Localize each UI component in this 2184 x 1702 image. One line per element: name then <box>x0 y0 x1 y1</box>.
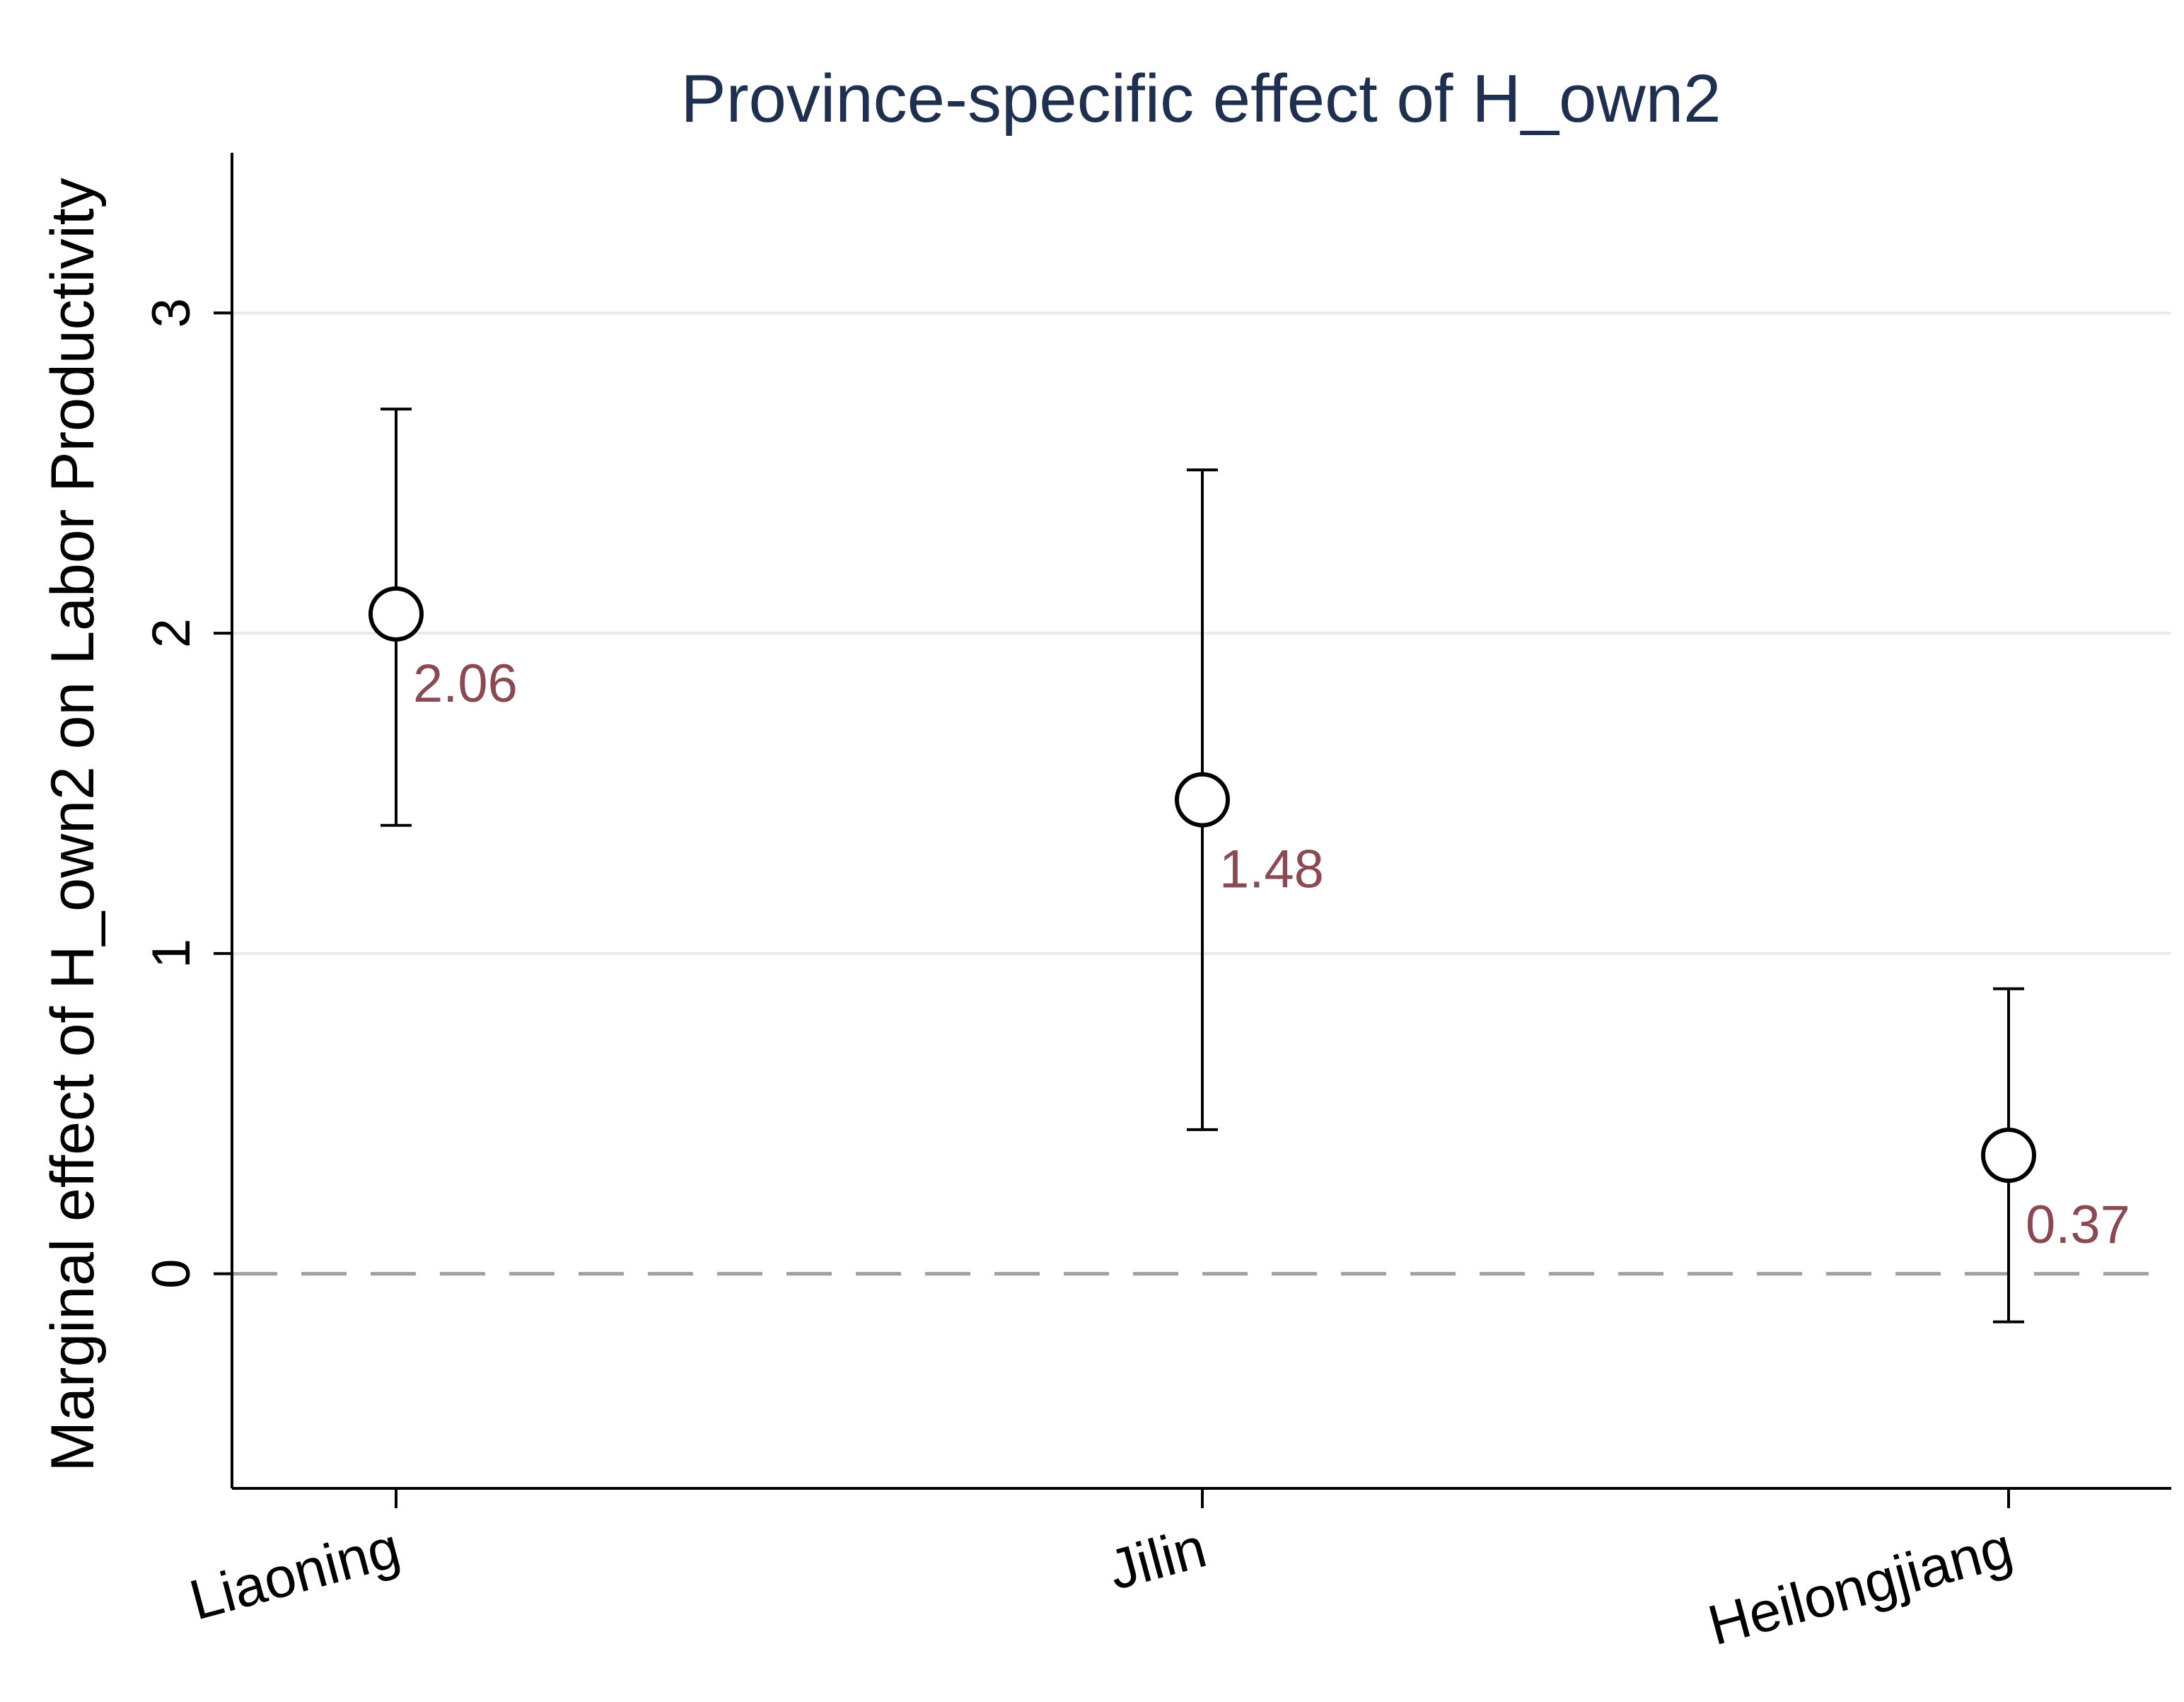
x-tick-label-jilin: Jilin <box>1102 1515 1212 1602</box>
point-layer <box>368 586 2036 1183</box>
y-tick-layer: 0 1 2 3 <box>141 298 232 1289</box>
y-tick-label: 3 <box>141 298 202 328</box>
x-tick-label-liaoning: Liaoning <box>183 1515 406 1631</box>
y-tick-label: 2 <box>141 618 202 648</box>
value-label-heilongjiang: 0.37 <box>2026 1195 2130 1255</box>
y-tick-label: 1 <box>141 939 202 968</box>
value-label-jilin: 1.48 <box>1219 840 1324 900</box>
x-tick-label-heilongjiang: Heilongjiang <box>1702 1515 2019 1657</box>
chart-title: Province-specific effect of H_own2 <box>681 61 1721 137</box>
x-tick-layer: Liaoning Jilin Heilongjiang <box>183 1488 2019 1657</box>
y-tick-label: 0 <box>141 1259 202 1289</box>
point-heilongjiang <box>1981 1128 2036 1183</box>
point-jilin <box>1175 772 1230 828</box>
point-liaoning <box>368 586 424 642</box>
y-axis-title: Marginal effect of H_own2 on Labor Produ… <box>39 178 107 1471</box>
confidence-interval-layer <box>381 407 2024 1324</box>
value-label-layer: 2.06 1.48 0.37 <box>413 654 2130 1255</box>
value-label-liaoning: 2.06 <box>413 654 518 714</box>
